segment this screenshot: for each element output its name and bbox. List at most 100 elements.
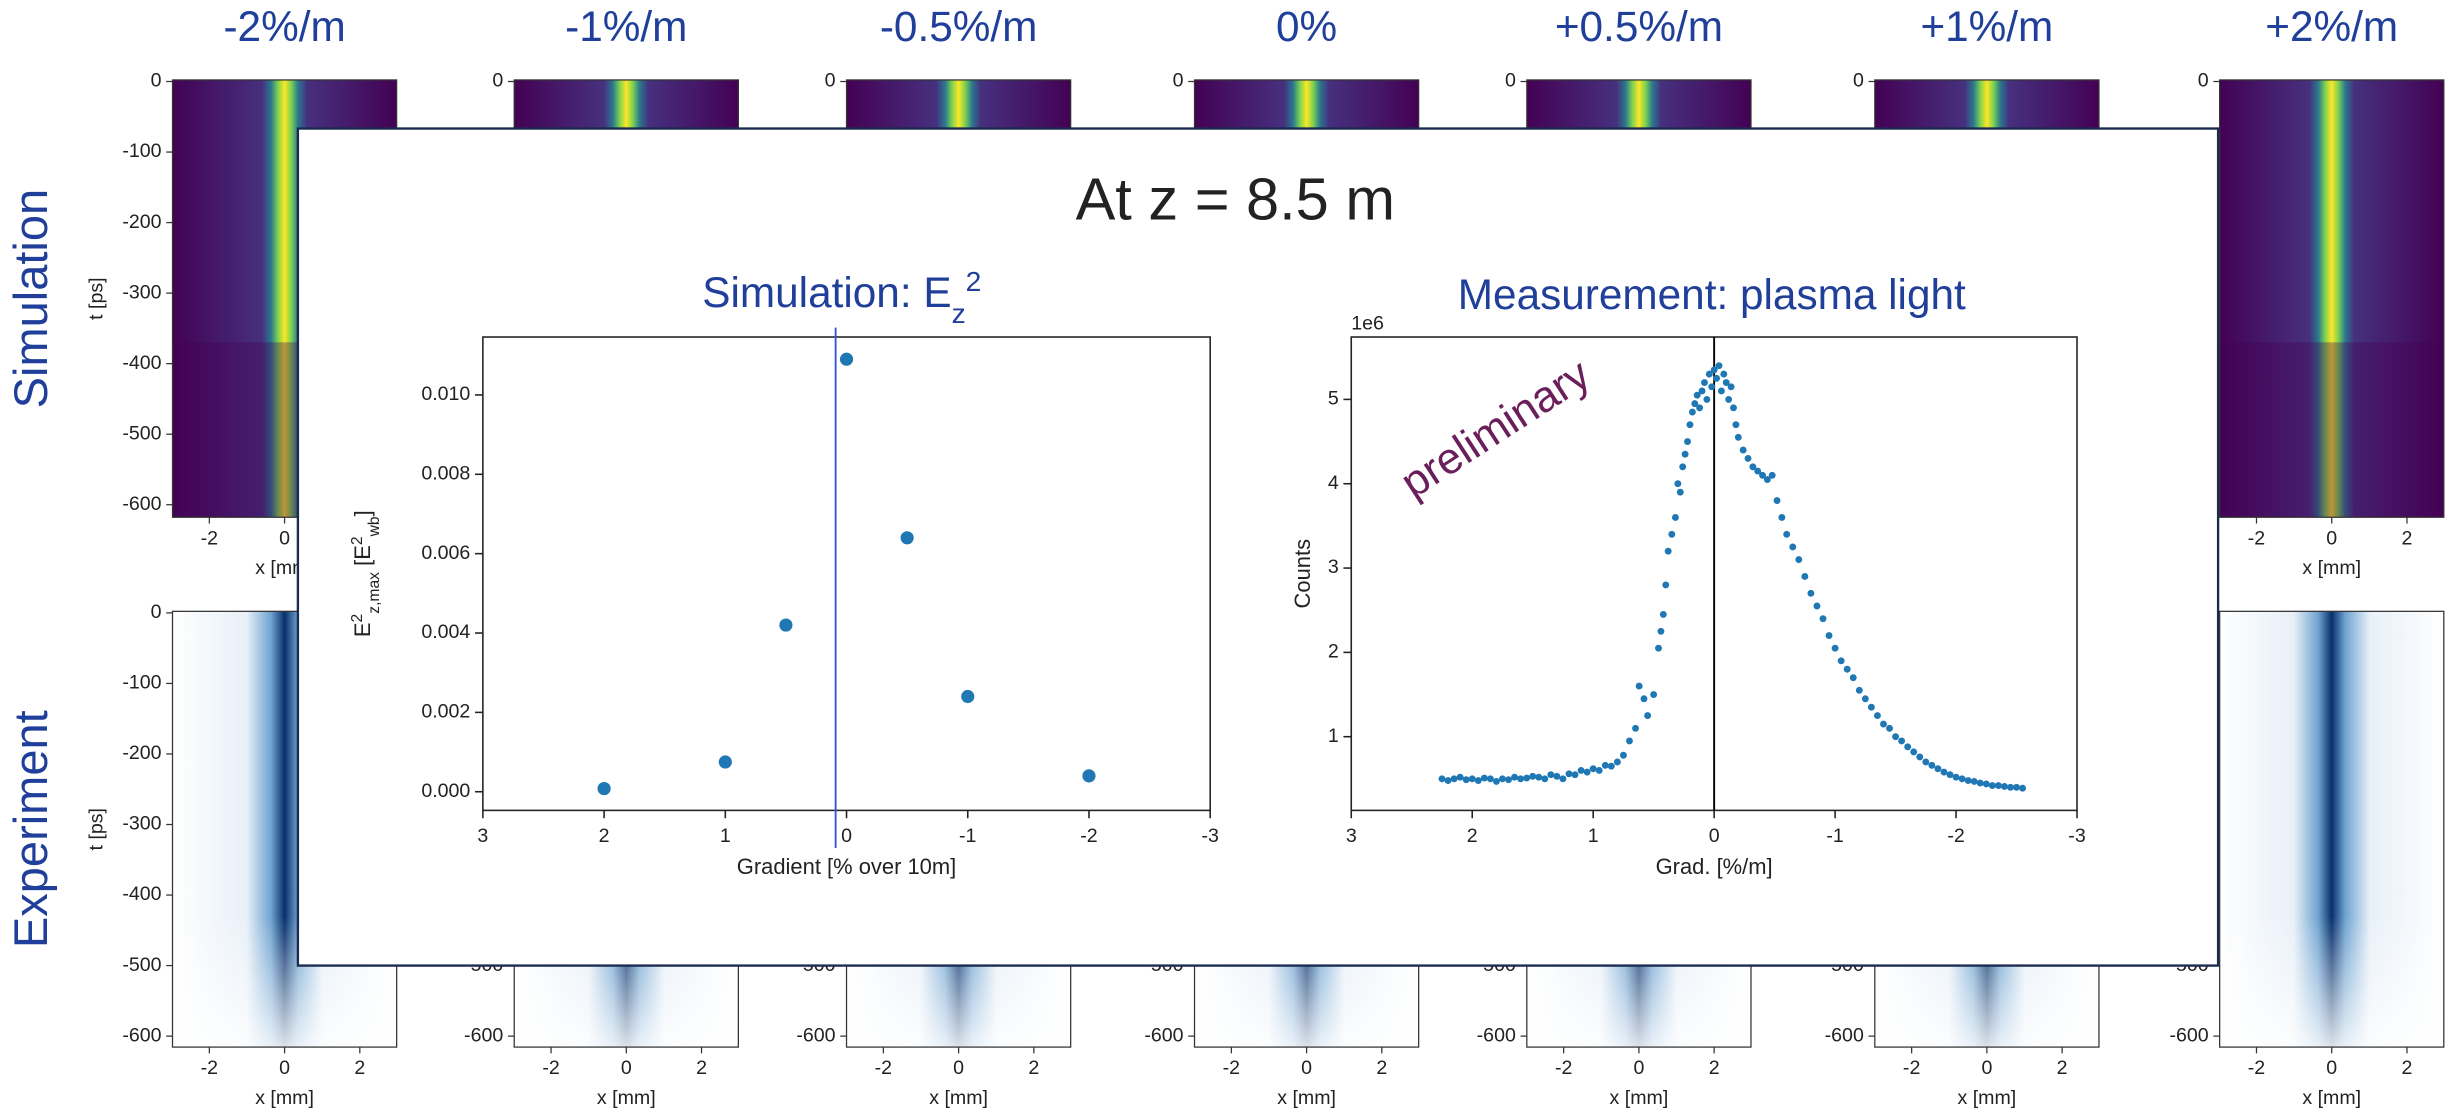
data-point bbox=[1813, 602, 1821, 610]
data-point bbox=[1849, 674, 1857, 682]
data-point bbox=[1686, 421, 1694, 429]
data-point bbox=[1773, 497, 1781, 505]
column-header: +0.5%/m bbox=[1555, 3, 1723, 50]
data-point bbox=[1589, 765, 1597, 773]
data-point bbox=[1547, 771, 1555, 779]
y-tick-label: -200 bbox=[122, 742, 161, 764]
y-axis-label: E2z,max [E2wb] bbox=[349, 510, 383, 637]
x-tick-label: -2 bbox=[201, 527, 218, 549]
data-point bbox=[1505, 776, 1512, 784]
data-point bbox=[1910, 748, 1918, 756]
data-point bbox=[1873, 712, 1881, 720]
data-point bbox=[1462, 776, 1470, 784]
data-point bbox=[1619, 751, 1627, 759]
x-axis-label: Grad. [%/m] bbox=[1656, 854, 1773, 879]
x-axis-label: x [mm] bbox=[1958, 1087, 2017, 1109]
x-tick-label: 1 bbox=[720, 825, 731, 847]
y-axis-label-part: E bbox=[350, 622, 375, 637]
data-point bbox=[1601, 761, 1609, 769]
x-tick-label: 1 bbox=[1588, 825, 1599, 847]
data-point bbox=[1499, 775, 1506, 783]
x-tick-label: 0 bbox=[841, 825, 852, 847]
data-point bbox=[1559, 775, 1567, 783]
x-tick-label: -2 bbox=[1223, 1057, 1240, 1079]
data-point bbox=[1916, 753, 1924, 761]
data-point bbox=[1744, 454, 1752, 462]
data-point bbox=[1934, 765, 1942, 773]
x-tick-label: 2 bbox=[1028, 1057, 1039, 1079]
data-point bbox=[1474, 777, 1482, 784]
data-point bbox=[1727, 383, 1735, 391]
x-tick-label: 0 bbox=[1981, 1057, 1992, 1079]
data-point bbox=[1613, 758, 1621, 766]
data-point bbox=[1861, 695, 1869, 703]
y-tick-label: 3 bbox=[1328, 556, 1339, 578]
data-point bbox=[597, 781, 611, 796]
data-point bbox=[1825, 632, 1833, 639]
data-point bbox=[1940, 768, 1948, 776]
data-point bbox=[2000, 783, 2008, 790]
x-tick-label: 2 bbox=[1376, 1057, 1387, 1079]
y-tick-label: 0 bbox=[1505, 70, 1516, 92]
y-tick-label: -400 bbox=[122, 352, 161, 374]
x-tick-label: 0 bbox=[953, 1057, 964, 1079]
y-axis-label-part: [E bbox=[350, 545, 375, 572]
x-tick-label: 2 bbox=[1709, 1057, 1720, 1079]
data-point bbox=[1988, 782, 1996, 790]
data-point bbox=[1759, 471, 1766, 479]
data-point bbox=[1535, 773, 1543, 781]
data-point bbox=[1541, 775, 1549, 783]
data-point bbox=[2013, 783, 2020, 791]
data-point bbox=[1720, 370, 1728, 378]
data-point bbox=[1749, 463, 1757, 471]
x-axis-label: x [mm] bbox=[597, 1087, 656, 1109]
data-point bbox=[1819, 615, 1827, 623]
data-point bbox=[1671, 514, 1679, 521]
data-point bbox=[1607, 762, 1615, 770]
x-tick-label: 0 bbox=[1633, 1057, 1644, 1079]
y-tick-label: 0.010 bbox=[421, 383, 470, 405]
data-point bbox=[1456, 773, 1464, 781]
data-point bbox=[1632, 724, 1639, 732]
y-tick-label: 0 bbox=[2198, 70, 2209, 92]
data-point bbox=[1644, 712, 1652, 720]
data-point bbox=[1659, 610, 1667, 618]
data-point bbox=[1657, 627, 1665, 635]
x-axis-label: x [mm] bbox=[2302, 1087, 2361, 1109]
data-point bbox=[1982, 780, 1990, 788]
heatmap-fade bbox=[2219, 611, 2444, 1048]
row-label: Experiment bbox=[4, 710, 57, 948]
data-point bbox=[961, 689, 975, 704]
x-tick-label: 2 bbox=[2402, 1057, 2413, 1079]
chart-title-part: Simulation: E bbox=[702, 269, 951, 316]
y-axis-label: t [ps] bbox=[85, 277, 107, 319]
data-point bbox=[1795, 556, 1803, 564]
data-point bbox=[1708, 383, 1716, 391]
data-point bbox=[1732, 421, 1740, 429]
data-point bbox=[1492, 777, 1500, 785]
y-tick-label: -600 bbox=[122, 493, 161, 515]
overlay-title: At z = 8.5 m bbox=[1076, 166, 1395, 233]
data-point bbox=[1970, 777, 1978, 785]
data-point bbox=[1778, 514, 1786, 521]
y-tick-label: -500 bbox=[122, 422, 161, 444]
data-point bbox=[1722, 379, 1730, 386]
y-tick-label: -100 bbox=[122, 672, 161, 694]
data-point bbox=[1754, 467, 1762, 475]
x-tick-label: 2 bbox=[599, 825, 610, 847]
data-point bbox=[1684, 438, 1691, 446]
x-axis-label: Gradient [% over 10m] bbox=[737, 854, 956, 879]
data-point bbox=[1693, 391, 1701, 399]
x-tick-label: -3 bbox=[1201, 825, 1219, 847]
y-axis-label-part: wb bbox=[366, 516, 383, 537]
data-point bbox=[1679, 463, 1687, 471]
y-tick-label: -600 bbox=[2169, 1024, 2208, 1046]
data-point bbox=[1664, 547, 1672, 555]
data-point bbox=[1730, 404, 1737, 412]
y-tick-label: -600 bbox=[122, 1024, 161, 1046]
x-tick-label: 3 bbox=[1346, 825, 1357, 847]
x-tick-label: -2 bbox=[1555, 1057, 1572, 1079]
x-tick-label: 0 bbox=[621, 1057, 632, 1079]
y-tick-label: 0 bbox=[1853, 70, 1864, 92]
